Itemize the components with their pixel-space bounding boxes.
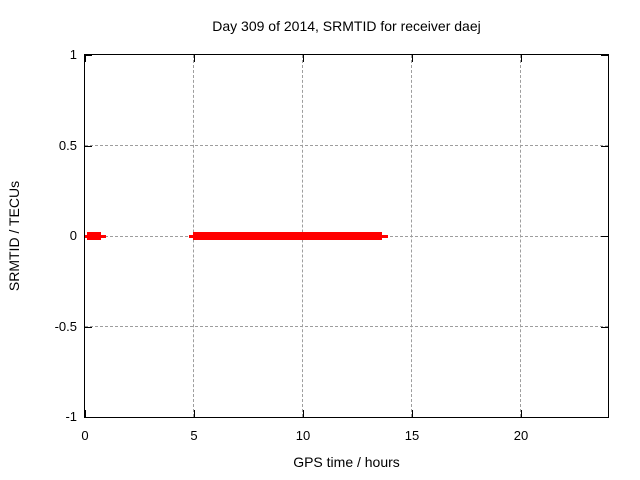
y-tick xyxy=(85,55,92,56)
y-tick-mirror xyxy=(601,417,608,418)
x-tick xyxy=(85,410,86,417)
x-tick-mirror xyxy=(303,55,304,62)
y-tick-label: 0 xyxy=(69,228,77,243)
x-tick-mirror xyxy=(194,55,195,62)
y-tick-label: 0.5 xyxy=(58,138,77,153)
y-tick-label: -0.5 xyxy=(54,319,77,334)
y-tick-label: 1 xyxy=(69,47,77,62)
x-axis-label: GPS time / hours xyxy=(293,454,400,470)
x-tick-mirror xyxy=(412,55,413,62)
x-tick xyxy=(521,410,522,417)
h-gridline xyxy=(85,326,608,327)
x-tick xyxy=(303,410,304,417)
x-tick-label: 20 xyxy=(513,428,529,443)
y-tick xyxy=(85,146,92,147)
h-gridline xyxy=(85,145,608,146)
y-tick-mirror xyxy=(601,327,608,328)
plot-area: 0 5 10 15 20 1 0.5 0 -0.5 -1 xyxy=(55,47,609,443)
y-tick-label: -1 xyxy=(65,409,77,424)
x-tick-label: 15 xyxy=(404,428,420,443)
x-tick-label: 5 xyxy=(190,428,198,443)
data-segment xyxy=(192,232,383,240)
y-tick-mirror xyxy=(601,236,608,237)
y-tick-mirror xyxy=(601,55,608,56)
chart-title: Day 309 of 2014, SRMTID for receiver dae… xyxy=(212,18,481,34)
y-tick-mirror xyxy=(601,146,608,147)
y-tick xyxy=(85,417,92,418)
y-tick xyxy=(85,327,92,328)
x-tick xyxy=(412,410,413,417)
v-gridline xyxy=(411,55,413,417)
x-tick-mirror xyxy=(85,55,86,62)
x-tick xyxy=(194,410,195,417)
x-tick-label: 10 xyxy=(295,428,311,443)
data-segment xyxy=(87,232,101,240)
x-tick-label: 0 xyxy=(81,428,89,443)
x-tick-mirror xyxy=(521,55,522,62)
v-gridline xyxy=(520,55,522,417)
